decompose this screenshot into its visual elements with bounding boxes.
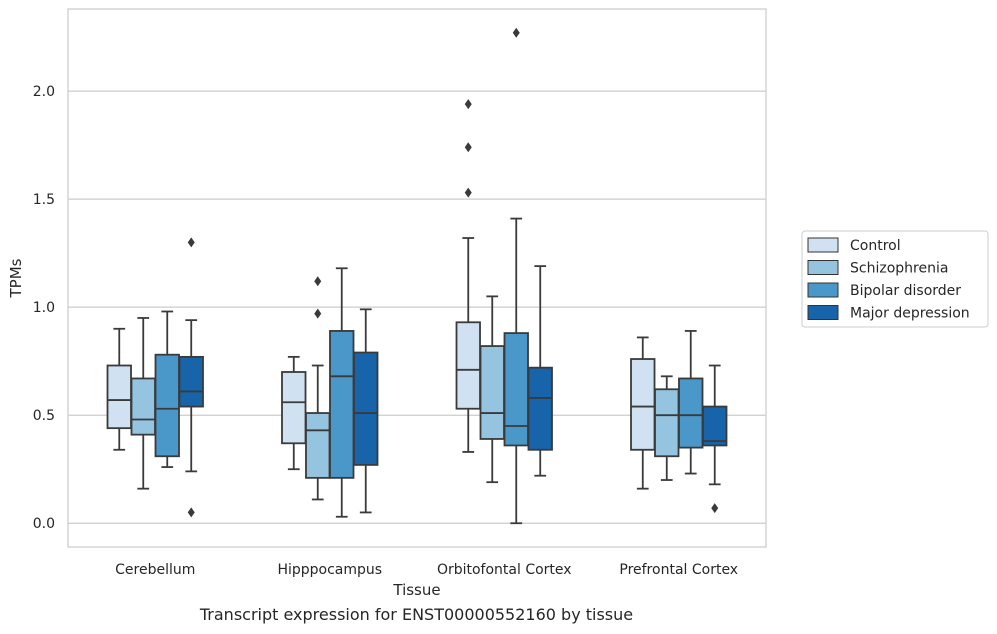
legend-swatch bbox=[807, 237, 839, 253]
box-iqr bbox=[106, 364, 132, 430]
outlier-point bbox=[512, 27, 520, 38]
x-tick-label: Cerebellum bbox=[115, 562, 195, 578]
outlier-point bbox=[187, 237, 195, 248]
legend-item: Schizophrenia bbox=[807, 260, 948, 277]
box-iqr bbox=[702, 405, 728, 447]
y-tick-label: 1.5 bbox=[33, 192, 55, 208]
y-axis-ticks: 0.0 0.5 1.0 1.5 2.0 bbox=[33, 84, 55, 532]
box-control bbox=[630, 336, 656, 490]
box-control bbox=[281, 355, 307, 471]
legend: Control Schizophrenia Bipolar disorder Majo… bbox=[801, 230, 989, 328]
y-axis-label: TPMs bbox=[7, 258, 25, 298]
chart-caption: Transcript expression for ENST0000055216… bbox=[199, 605, 634, 624]
box-iqr bbox=[503, 332, 529, 447]
legend-frame bbox=[801, 230, 989, 328]
box-iqr bbox=[281, 371, 307, 445]
box-major-depression bbox=[527, 265, 553, 477]
box-iqr bbox=[178, 355, 204, 408]
y-tick-label: 2.0 bbox=[33, 84, 55, 100]
x-axis-label: Tissue bbox=[392, 581, 440, 599]
box-iqr bbox=[479, 345, 505, 440]
box-control bbox=[455, 99, 481, 453]
outlier-point bbox=[464, 187, 472, 198]
box-iqr bbox=[630, 358, 656, 451]
legend-label: Major depression bbox=[850, 306, 970, 322]
x-axis-ticks: Cerebellum Hipppocampus Orbitofontal Corte… bbox=[115, 562, 738, 578]
legend-item: Bipolar disorder bbox=[807, 282, 961, 299]
box-iqr bbox=[455, 321, 481, 410]
box-schizophrenia bbox=[479, 295, 505, 484]
x-tick-label: Orbitofontal Cortex bbox=[437, 562, 572, 578]
legend-swatch bbox=[807, 282, 839, 298]
y-tick-label: 0.5 bbox=[33, 408, 55, 424]
box-schizophrenia bbox=[654, 375, 680, 481]
legend-item: Control bbox=[807, 237, 901, 254]
box-major-depression bbox=[353, 308, 379, 514]
box-bipolar-disorder bbox=[154, 310, 180, 468]
box-iqr bbox=[654, 388, 680, 458]
legend-label: Bipolar disorder bbox=[850, 283, 961, 299]
box-iqr bbox=[678, 377, 704, 449]
y-tick-label: 0.0 bbox=[33, 516, 55, 532]
box-major-depression bbox=[178, 237, 204, 518]
legend-item: Major depression bbox=[807, 305, 970, 322]
box-iqr bbox=[154, 353, 180, 458]
legend-swatch bbox=[807, 260, 839, 275]
box-bipolar-disorder bbox=[329, 267, 355, 518]
box-major-depression bbox=[702, 364, 728, 514]
box-iqr bbox=[329, 330, 355, 479]
box-iqr bbox=[527, 366, 553, 451]
box-iqr bbox=[130, 377, 156, 436]
x-tick-label: Hipppocampus bbox=[277, 562, 382, 578]
outlier-point bbox=[464, 142, 472, 153]
x-tick-label: Prefrontal Cortex bbox=[619, 562, 738, 578]
legend-swatch bbox=[807, 305, 839, 320]
box-groups bbox=[106, 27, 728, 525]
outlier-point bbox=[314, 276, 322, 287]
box-schizophrenia bbox=[130, 317, 156, 490]
box-iqr bbox=[353, 351, 379, 466]
box-bipolar-disorder bbox=[678, 330, 704, 475]
outlier-point bbox=[464, 99, 472, 110]
legend-label: Control bbox=[850, 238, 901, 254]
outlier-point bbox=[187, 507, 195, 518]
plot-frame bbox=[67, 8, 767, 548]
outlier-point bbox=[711, 503, 719, 514]
legend-label: Schizophrenia bbox=[850, 261, 948, 277]
y-tick-label: 1.0 bbox=[33, 300, 55, 316]
box-bipolar-disorder bbox=[503, 27, 529, 525]
outlier-point bbox=[314, 308, 322, 319]
grid-lines bbox=[68, 90, 766, 524]
box-control bbox=[106, 327, 132, 451]
box-iqr bbox=[305, 412, 331, 479]
box-schizophrenia bbox=[305, 276, 331, 501]
